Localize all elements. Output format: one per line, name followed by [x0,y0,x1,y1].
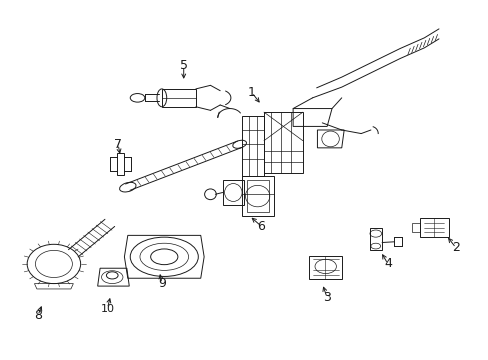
Text: 3: 3 [323,291,330,305]
Text: 9: 9 [158,277,165,290]
Text: 6: 6 [257,220,265,233]
Text: 1: 1 [247,86,255,99]
Text: 4: 4 [383,257,391,270]
Text: 5: 5 [180,59,187,72]
Text: 10: 10 [100,303,114,314]
Text: 7: 7 [114,138,122,151]
Text: 8: 8 [34,309,42,322]
Text: 2: 2 [451,241,459,255]
